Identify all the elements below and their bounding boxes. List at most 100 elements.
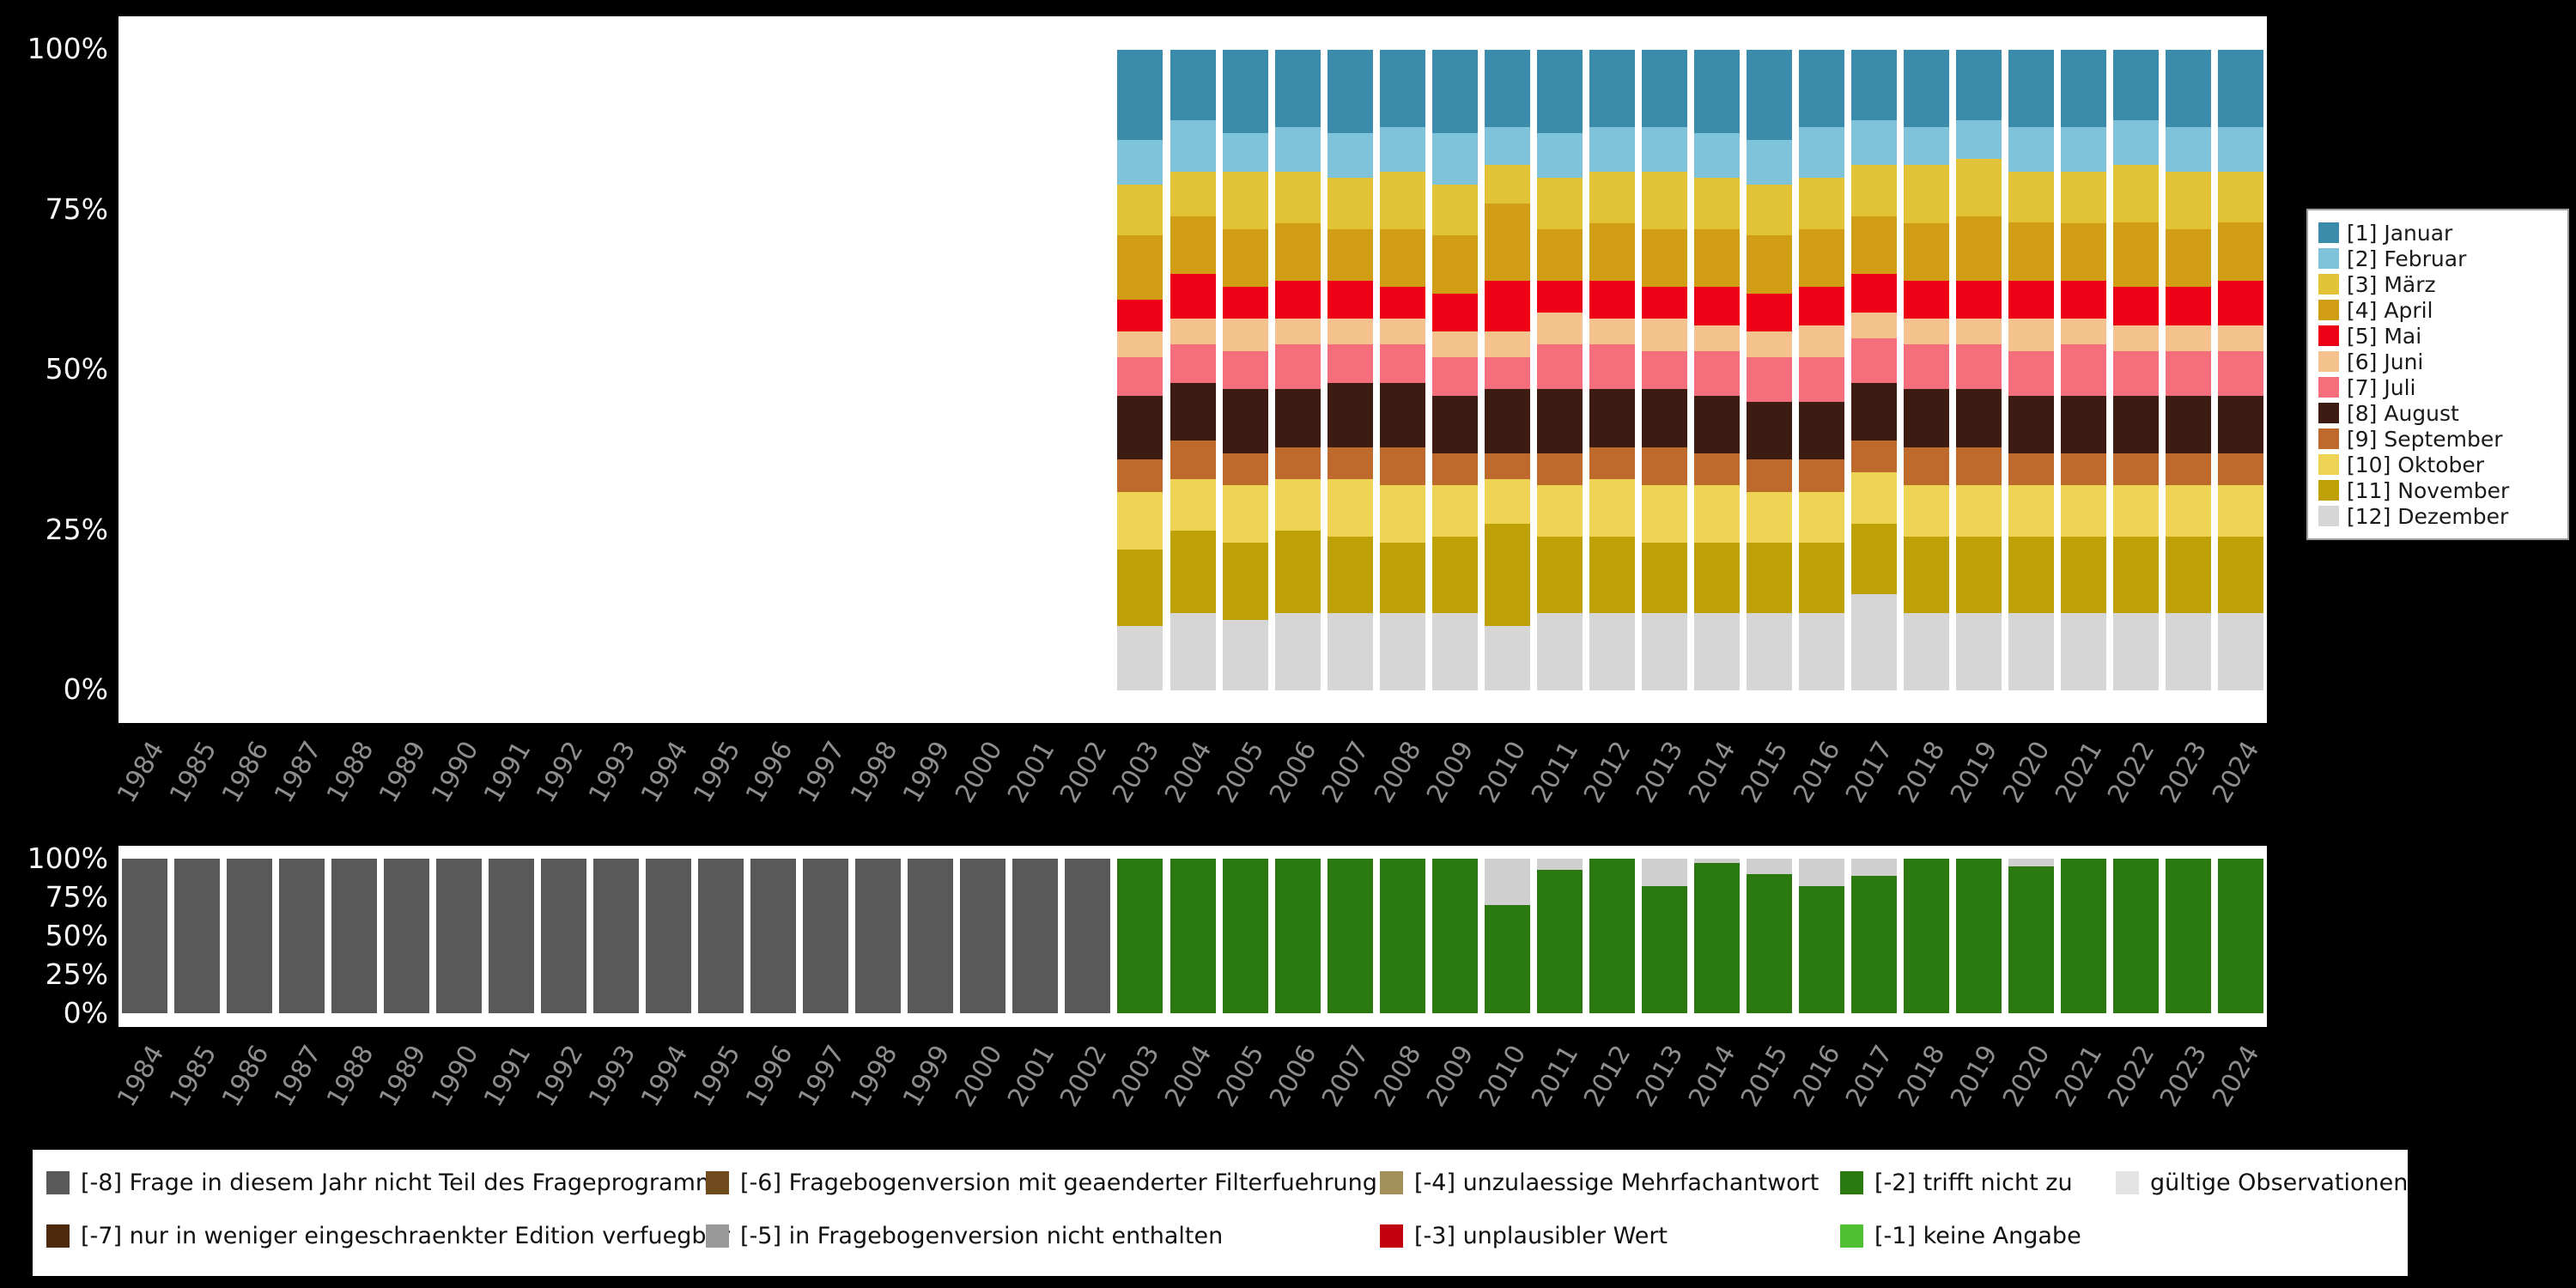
stacked-bar-1993 [593,859,640,1013]
segment-[4] April [2112,222,2159,288]
segment-[-8] Frage in diesem Jahr nicht Teil des Frageprogramms [855,859,902,1013]
segment-[2] Februar [2008,126,2054,172]
segment-[1] Januar [1274,50,1321,127]
segment-[6] Juni [1693,325,1740,351]
segment-[4] April [1955,216,2002,281]
segment-[10] Oktober [1746,491,1792,544]
segment-[-2] trifft nicht zu [2165,859,2211,1013]
legend-item-label: [8] August [2347,400,2459,426]
segment-[7] Juli [1274,344,1321,390]
segment-[3] März [1170,171,1216,217]
segment-[3] März [1327,178,1373,229]
segment-[11] November [1484,524,1530,627]
segment-[4] April [2217,222,2263,281]
segment-[1] Januar [1431,50,1478,134]
stacked-bar-1987 [279,859,325,1013]
segment-[10] Oktober [1117,491,1163,550]
segment-gültige Observationen [1850,859,1897,876]
segment-[6] Juni [1170,319,1216,345]
stacked-bar-2004 [1170,50,1216,690]
legend-item-label: [6] Juni [2347,349,2424,374]
segment-[12] Dezember [2008,613,2054,690]
segment-[8] August [1798,402,1844,460]
segment-[5] Mai [1589,280,1635,319]
segment-[9] September [1117,459,1163,492]
segment-[2] Februar [1431,133,1478,185]
segment-[5] Mai [1117,300,1163,332]
segment-[10] Oktober [1850,472,1897,525]
segment-[6] Juni [1903,319,1949,345]
stacked-bar-2013 [1641,50,1687,690]
segment-[9] September [1327,447,1373,479]
segment-[1] Januar [1536,50,1583,134]
legend-color-swatch [1840,1171,1863,1194]
legend-color-swatch [706,1224,729,1248]
segment-[4] April [1850,216,1897,275]
segment-[-2] trifft nicht zu [1589,859,1635,1013]
stacked-bar-2014 [1693,859,1740,1013]
segment-[6] Juni [2165,325,2211,351]
segment-[2] Februar [1955,120,2002,159]
segment-[-8] Frage in diesem Jahr nicht Teil des Frageprogramms [384,859,430,1013]
segment-[9] September [1379,447,1425,486]
segment-[3] März [1117,184,1163,236]
stacked-bar-2003 [1117,859,1163,1013]
segment-[-2] trifft nicht zu [1641,886,1687,1013]
segment-[5] Mai [1798,287,1844,325]
segment-[4] April [2165,228,2211,288]
segment-[-2] trifft nicht zu [1536,869,1583,1013]
stacked-bar-2022 [2112,50,2159,690]
segment-[12] Dezember [1222,619,1268,690]
segment-[6] Juni [1641,319,1687,351]
segment-[6] Juni [1850,312,1897,338]
legend-item-month: [12] Dezember [2318,503,2557,529]
segment-[-8] Frage in diesem Jahr nicht Teil des Frageprogramms [436,859,483,1013]
segment-[10] Oktober [1327,478,1373,537]
y-tick-label: 50% [45,352,108,386]
segment-[9] September [2165,453,2211,486]
segment-[11] November [2165,536,2211,614]
legend-color-swatch [1840,1224,1863,1248]
segment-[4] April [2060,222,2106,281]
stacked-bar-2016 [1798,859,1844,1013]
segment-[4] April [2008,222,2054,281]
segment-[1] Januar [1222,50,1268,134]
segment-[6] Juni [2217,325,2263,351]
legend-color-swatch [2318,325,2339,346]
segment-[4] April [1327,228,1373,281]
segment-[2] Februar [1536,133,1583,179]
legend-color-swatch [1380,1224,1403,1248]
segment-[11] November [2008,536,2054,614]
stacked-bar-2006 [1274,50,1321,690]
segment-[10] Oktober [2165,485,2211,537]
segment-[-8] Frage in diesem Jahr nicht Teil des Frageprogramms [489,859,535,1013]
segment-[8] August [1170,382,1216,441]
segment-[5] Mai [1955,280,2002,319]
segment-[-8] Frage in diesem Jahr nicht Teil des Frageprogramms [960,859,1006,1013]
legend-item-missing-code: [-8] Frage in diesem Jahr nicht Teil des… [46,1170,730,1196]
segment-[7] Juli [1903,344,1949,390]
segment-[9] September [1903,447,1949,486]
y-tick-label: 25% [45,957,108,991]
stacked-bar-2021 [2060,859,2106,1013]
segment-[8] August [1746,402,1792,460]
segment-[11] November [1850,524,1897,595]
segment-[1] Januar [2217,50,2263,127]
segment-[6] Juni [2060,319,2106,345]
segment-[3] März [1641,171,1687,229]
segment-[10] Oktober [1798,491,1844,544]
segment-[-8] Frage in diesem Jahr nicht Teil des Frageprogramms [698,859,744,1013]
segment-[1] Januar [1379,50,1425,127]
segment-[10] Oktober [1431,485,1478,537]
segment-[11] November [1693,543,1740,614]
segment-[2] Februar [1798,126,1844,179]
segment-[10] Oktober [1955,485,2002,537]
segment-[-8] Frage in diesem Jahr nicht Teil des Frageprogramms [593,859,640,1013]
stacked-bar-1988 [331,859,378,1013]
legend-item-month: [11] November [2318,477,2557,503]
segment-[9] September [1484,453,1530,479]
segment-[11] November [1170,530,1216,614]
segment-[8] August [1484,389,1530,453]
stacked-bar-2007 [1327,50,1373,690]
stacked-bar-2018 [1903,859,1949,1013]
